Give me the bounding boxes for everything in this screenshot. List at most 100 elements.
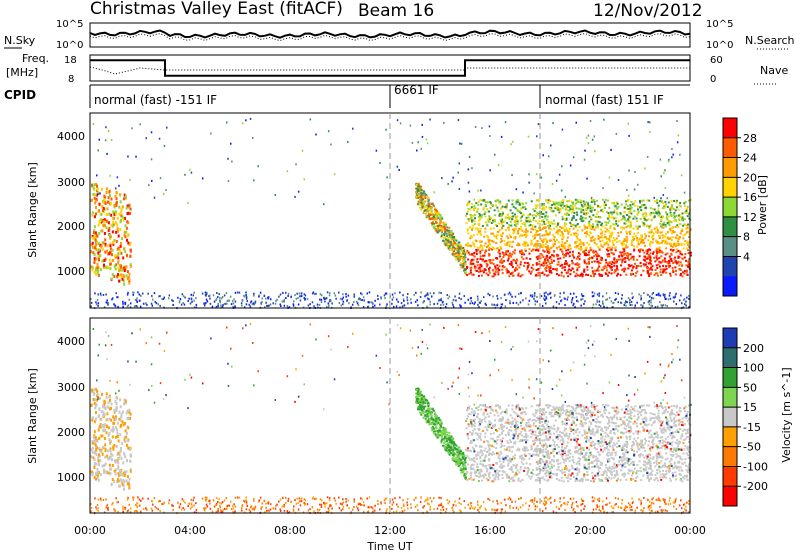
power-cell (94, 231, 97, 235)
power-cell (511, 216, 514, 219)
power-cell (124, 267, 127, 271)
velocity-cell (93, 441, 96, 445)
velocity-cell (406, 501, 408, 504)
velocity-cell (573, 497, 575, 500)
power-cell (500, 215, 503, 218)
power-cell (466, 249, 469, 252)
power-cell (470, 236, 473, 239)
power-cell (386, 303, 388, 306)
power-cell (500, 258, 503, 261)
power-cell (123, 247, 126, 251)
velocity-cell (549, 497, 551, 500)
power-cell (561, 233, 564, 235)
power-cell (678, 235, 680, 238)
velocity-cell (353, 498, 355, 501)
velocity-cell (100, 499, 102, 502)
power-cell (550, 221, 553, 224)
power-cell (406, 299, 409, 302)
power-cell (484, 251, 486, 254)
power-cell (603, 242, 606, 244)
power-cell (122, 279, 125, 283)
power-cell (473, 198, 475, 201)
power-cell (663, 235, 665, 238)
power-cell (325, 297, 328, 300)
power-cell (603, 201, 606, 204)
velocity-cell (417, 509, 419, 512)
power-cell (615, 222, 618, 225)
power-cell (667, 298, 670, 301)
power-cell (525, 229, 528, 232)
power-cell (591, 270, 594, 273)
power-cell (644, 218, 647, 221)
power-cell (599, 240, 602, 243)
power-cell (272, 302, 274, 305)
power-cell (660, 219, 663, 222)
power-cell (550, 296, 552, 299)
power-cell (635, 265, 638, 268)
power-cell (515, 219, 518, 221)
power-cell (367, 301, 369, 304)
power-cell (103, 259, 106, 262)
power-cell (560, 189, 563, 192)
power-cell (420, 189, 423, 192)
power-cell (217, 305, 219, 308)
power-cell (98, 248, 100, 252)
power-cell (311, 292, 314, 295)
power-cell (429, 118, 431, 121)
power-cell (541, 223, 544, 226)
velocity-cell (191, 505, 193, 508)
power-cell (380, 297, 382, 300)
velocity-cell (439, 503, 442, 506)
power-cell (668, 294, 671, 297)
power-cell (371, 301, 374, 304)
power-cell (565, 262, 568, 265)
velocity-cell (401, 510, 404, 513)
power-cell (572, 304, 574, 307)
power-cell (683, 205, 686, 207)
velocity-cell (543, 499, 546, 502)
velocity-cell (288, 511, 291, 514)
power-cell (688, 217, 691, 220)
power-cell (410, 298, 412, 301)
power-cell (586, 265, 589, 268)
power-cell (480, 216, 483, 219)
power-cell (515, 188, 518, 191)
power-cell (455, 258, 458, 261)
power-cell (460, 305, 462, 308)
velocity-cell (115, 435, 118, 439)
power-cell (585, 136, 588, 139)
power-cell (420, 201, 423, 204)
velocity-cell (688, 511, 690, 514)
power-cell (436, 231, 439, 234)
power-cell (608, 253, 611, 256)
velocity-cell (112, 415, 115, 419)
power-cell (459, 142, 461, 145)
power-cell (533, 294, 536, 297)
power-cell (636, 245, 639, 248)
power-cell (607, 264, 609, 267)
power-cell (129, 212, 132, 215)
velocity-cell (124, 422, 126, 425)
power-cell (550, 144, 552, 147)
power-cell (482, 269, 484, 272)
power-cell (436, 229, 439, 232)
power-cell (509, 273, 512, 275)
power-cell (403, 304, 405, 307)
power-cell (642, 216, 645, 219)
velocity-cell (113, 444, 116, 447)
velocity-cell (179, 503, 182, 506)
power-cell (334, 294, 337, 297)
power-cell (604, 221, 606, 224)
power-cell (471, 302, 474, 305)
power-cell (94, 201, 97, 205)
power-cell (129, 178, 131, 181)
power-cell (613, 227, 616, 230)
power-cell (266, 304, 268, 307)
power-cell (608, 176, 611, 179)
power-cell (660, 255, 663, 258)
velocity-cell (476, 500, 479, 503)
power-cell (299, 295, 301, 298)
power-cell (543, 273, 546, 276)
power-cell (479, 230, 482, 233)
power-cell (104, 242, 107, 246)
